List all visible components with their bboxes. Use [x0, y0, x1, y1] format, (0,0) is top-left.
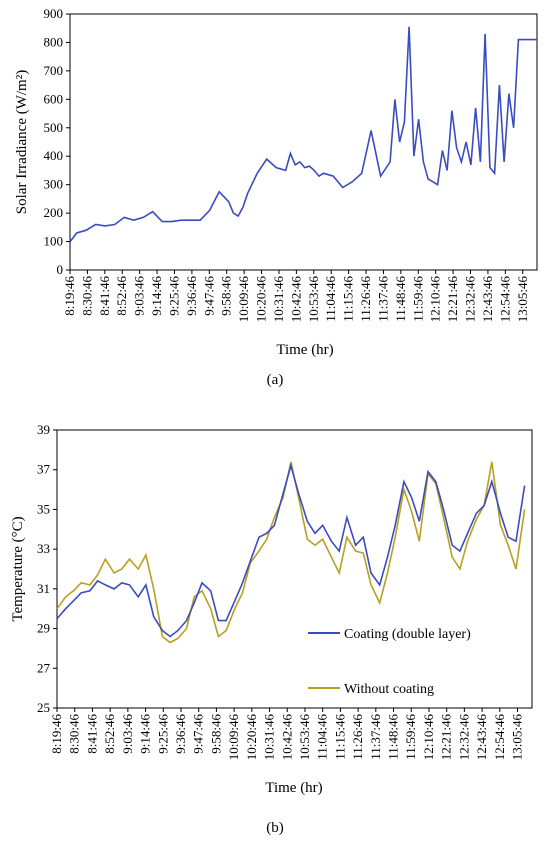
x-tick-label: 9:58:46: [219, 276, 234, 316]
x-tick-label: 9:36:46: [173, 714, 188, 754]
chart-b-xlabel: Time (hr): [265, 780, 322, 796]
x-tick-label: 10:42:46: [288, 276, 303, 323]
x-tick-label: 9:47:46: [191, 714, 206, 754]
x-tick-label: 10:09:46: [226, 714, 241, 761]
legend-label-coating: Coating (double layer): [344, 627, 471, 642]
legend-label-without-coating: Without coating: [344, 682, 434, 697]
x-tick-label: 10:53:46: [297, 714, 312, 761]
x-tick-label: 12:10:46: [428, 276, 443, 323]
y-tick-label: 0: [57, 262, 64, 277]
x-tick-label: 11:37:46: [368, 714, 383, 760]
x-tick-label: 10:53:46: [306, 276, 321, 323]
chart-a-caption: (a): [267, 372, 284, 388]
x-tick-label: 8:30:46: [79, 276, 94, 316]
y-tick-label: 27: [37, 660, 51, 675]
x-tick-label: 8:19:46: [49, 714, 64, 754]
chart-a-ylabel: Solar Irradiance (W/m²): [14, 70, 30, 214]
y-tick-label: 31: [37, 581, 50, 596]
y-tick-label: 300: [44, 177, 64, 192]
x-tick-label: 8:52:46: [102, 714, 117, 754]
x-tick-label: 10:42:46: [279, 714, 294, 761]
x-tick-label: 9:36:46: [184, 276, 199, 316]
x-tick-label: 8:52:46: [114, 276, 129, 316]
x-tick-label: 12:54:46: [492, 714, 507, 761]
chart-b: 25 27 29 31 33 35 37 39 8:19:46 8:30:46 8:41:46 8:…: [10, 422, 533, 836]
y-tick-label: 500: [44, 120, 64, 135]
x-tick-label: 9:14:46: [149, 276, 164, 316]
x-tick-label: 12:10:46: [421, 714, 436, 761]
y-tick-label: 39: [37, 422, 50, 437]
x-tick-label: 12:54:46: [497, 276, 512, 323]
chart-a-plot-frame: [69, 13, 538, 271]
x-tick-label: 8:41:46: [97, 276, 112, 316]
chart-a-irradiance-line: [69, 26, 537, 243]
x-tick-label: 9:25:46: [155, 714, 170, 754]
x-tick-label: 11:04:46: [323, 276, 338, 322]
x-tick-label: 12:43:46: [480, 276, 495, 323]
x-tick-label: 10:09:46: [236, 276, 251, 323]
y-tick-label: 800: [44, 34, 64, 49]
y-tick-label: 37: [37, 462, 51, 477]
y-tick-label: 35: [37, 501, 50, 516]
x-tick-label: 9:47:46: [201, 276, 216, 316]
x-tick-label: 9:58:46: [208, 714, 223, 754]
y-tick-label: 25: [37, 700, 50, 715]
x-tick-label: 11:26:46: [358, 276, 373, 322]
y-tick-label: 100: [44, 234, 64, 249]
x-tick-label: 12:21:46: [445, 276, 460, 323]
x-tick-label: 10:20:46: [254, 276, 269, 323]
y-tick-label: 200: [44, 205, 64, 220]
x-tick-label: 11:15:46: [341, 276, 356, 322]
x-tick-label: 9:25:46: [166, 276, 181, 316]
chart-b-legend: Coating (double layer) Without coating: [308, 627, 471, 697]
chart-a-xlabel: Time (hr): [276, 342, 333, 358]
x-tick-label: 13:05:46: [510, 714, 525, 761]
y-tick-label: 700: [44, 63, 64, 78]
x-tick-label: 11:15:46: [332, 714, 347, 760]
x-tick-label: 11:59:46: [410, 276, 425, 322]
chart-b-without-coating-line: [56, 461, 526, 644]
x-tick-label: 11:37:46: [375, 276, 390, 322]
x-tick-label: 11:59:46: [403, 714, 418, 760]
x-tick-label: 10:31:46: [271, 276, 286, 323]
x-tick-label: 12:32:46: [463, 276, 478, 323]
x-tick-label: 8:30:46: [67, 714, 82, 754]
x-tick-label: 12:21:46: [439, 714, 454, 761]
x-tick-label: 8:41:46: [84, 714, 99, 754]
x-tick-label: 9:03:46: [120, 714, 135, 754]
x-tick-label: 11:48:46: [393, 276, 408, 322]
x-tick-label: 11:04:46: [315, 714, 330, 760]
x-tick-label: 10:20:46: [244, 714, 259, 761]
x-tick-label: 11:26:46: [350, 714, 365, 760]
x-tick-label: 9:03:46: [132, 276, 147, 316]
chart-b-plot-frame: [56, 429, 533, 709]
x-tick-label: 13:05:46: [515, 276, 530, 323]
y-tick-label: 33: [37, 541, 50, 556]
chart-b-caption: (b): [266, 820, 284, 836]
y-tick-label: 600: [44, 91, 64, 106]
x-tick-label: 12:32:46: [456, 714, 471, 761]
x-tick-label: 8:19:46: [62, 276, 77, 316]
y-tick-label: 29: [37, 621, 50, 636]
chart-a: 0 100 200 300 400 500 600 700 800 900 8:19:46 8:30…: [14, 6, 538, 388]
x-tick-label: 12:43:46: [474, 714, 489, 761]
chart-b-ylabel: Temperature (°C): [10, 516, 26, 621]
y-tick-label: 400: [44, 148, 64, 163]
x-tick-label: 10:31:46: [262, 714, 277, 761]
x-tick-label: 9:14:46: [138, 714, 153, 754]
chart-b-coating-line: [56, 462, 526, 638]
x-tick-label: 11:48:46: [386, 714, 401, 760]
y-tick-label: 900: [44, 6, 64, 21]
